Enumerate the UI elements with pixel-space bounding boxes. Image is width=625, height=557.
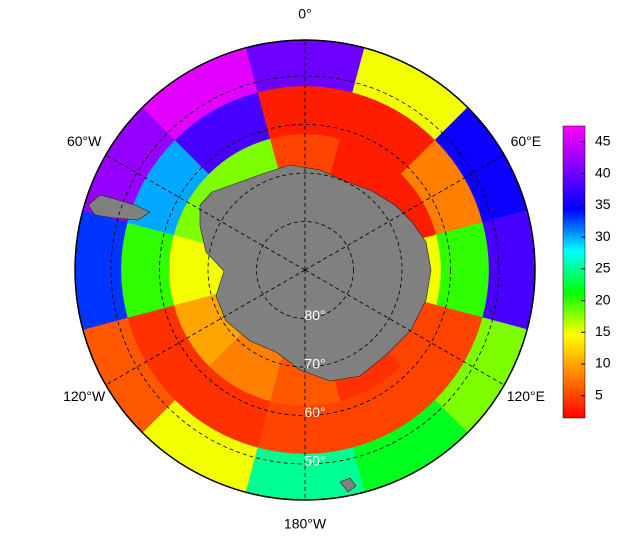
field-cell: [482, 207, 535, 333]
antarctica: [199, 164, 432, 382]
longitude-label: 120°W: [63, 388, 106, 404]
colorbar-tick-label: 10: [595, 355, 611, 371]
longitude-label: 60°E: [511, 133, 542, 149]
colorbar-tick-label: 35: [595, 196, 611, 212]
longitude-label: 0°: [298, 6, 311, 22]
colorbar-tick-label: 30: [595, 228, 611, 244]
colorbar-tick-label: 15: [595, 323, 611, 339]
latitude-circle: [159, 124, 451, 416]
field-cell: [436, 222, 490, 318]
meridian: [304, 269, 505, 386]
colorbar-tick-label: 25: [595, 260, 611, 276]
field-cell: [120, 222, 174, 318]
map-border: [74, 39, 536, 501]
latitude-circle: [110, 75, 500, 465]
south-america: [87, 194, 151, 221]
meridian: [105, 269, 306, 386]
colorbar-tick-label: 40: [595, 164, 611, 180]
colorbar: 5 10 15 20 25 30 35 40 45: [562, 125, 611, 419]
land: [87, 164, 432, 493]
latitude-label: 50°: [304, 453, 325, 469]
longitude-label: 120°E: [507, 388, 545, 404]
colorbar-tick-label: 20: [595, 291, 611, 307]
meridian: [105, 154, 306, 271]
field-cell: [242, 40, 368, 93]
colorbar-tick-label: 45: [595, 133, 611, 149]
longitude-label: 180°W: [284, 516, 327, 532]
latitude-label: 80°: [304, 307, 325, 323]
meridian: [304, 154, 505, 271]
labels: 80° 70° 60° 50° 0° 60°E 120°E 180°W 120°W 60°W: [63, 6, 545, 532]
latitude-label: 70°: [304, 356, 325, 372]
latitude-label: 60°: [304, 404, 325, 420]
island: [339, 477, 357, 493]
colorbar-gradient: [562, 125, 586, 419]
longitude-label: 60°W: [67, 133, 102, 149]
field-cell: [75, 207, 128, 333]
latitude-circle: [207, 172, 403, 368]
field-cell: [242, 447, 368, 500]
colorbar-tick-label: 5: [595, 386, 603, 402]
latitude-circle: [256, 221, 354, 319]
graticule: [105, 40, 505, 500]
